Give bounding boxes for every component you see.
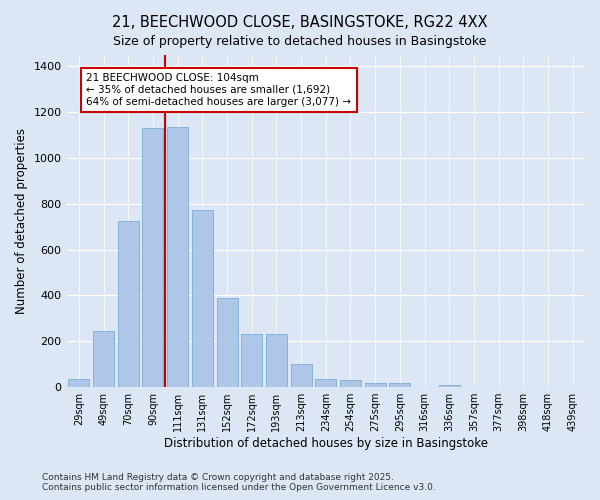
Bar [93,331,114,387]
Bar [340,380,361,387]
Bar [142,128,163,387]
Y-axis label: Number of detached properties: Number of detached properties [15,128,28,314]
Bar [290,364,311,387]
Text: 21, BEECHWOOD CLOSE, BASINGSTOKE, RG22 4XX: 21, BEECHWOOD CLOSE, BASINGSTOKE, RG22 4… [112,15,488,30]
Bar [118,221,139,387]
Bar [192,210,213,387]
Bar [389,383,410,387]
Bar [167,127,188,387]
Bar [68,379,89,387]
Bar [241,334,262,387]
Bar [217,298,238,387]
Text: 21 BEECHWOOD CLOSE: 104sqm
← 35% of detached houses are smaller (1,692)
64% of s: 21 BEECHWOOD CLOSE: 104sqm ← 35% of deta… [86,74,351,106]
Bar [439,385,460,387]
Bar [266,334,287,387]
Bar [365,382,386,387]
Text: Contains HM Land Registry data © Crown copyright and database right 2025.
Contai: Contains HM Land Registry data © Crown c… [42,473,436,492]
X-axis label: Distribution of detached houses by size in Basingstoke: Distribution of detached houses by size … [164,437,488,450]
Bar [315,379,336,387]
Text: Size of property relative to detached houses in Basingstoke: Size of property relative to detached ho… [113,35,487,48]
